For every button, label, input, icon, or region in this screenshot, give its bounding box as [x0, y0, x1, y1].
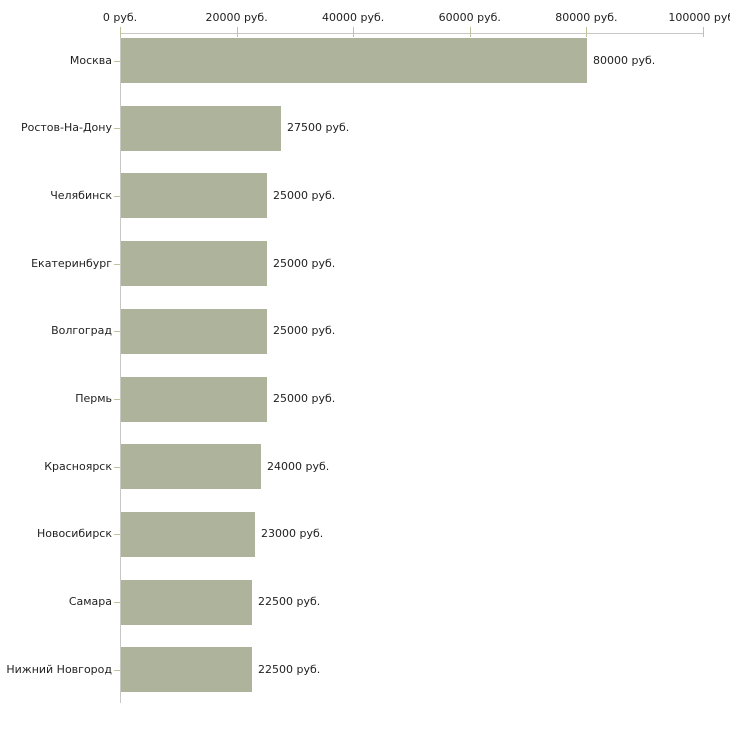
- y-tick: [114, 467, 120, 468]
- value-label: 22500 руб.: [258, 595, 321, 608]
- y-axis-line: [120, 33, 121, 703]
- x-tick: [586, 27, 587, 37]
- value-label: 80000 руб.: [593, 54, 656, 67]
- y-tick: [114, 602, 120, 603]
- x-tick-label: 0 руб.: [102, 11, 138, 24]
- value-label: 24000 руб.: [267, 460, 330, 473]
- y-tick: [114, 196, 120, 197]
- bar: [121, 106, 281, 151]
- category-label: Челябинск: [50, 189, 112, 202]
- value-label: 22500 руб.: [258, 663, 321, 676]
- x-tick-label: 100000 руб.: [668, 11, 730, 24]
- x-tick-label: 20000 руб.: [205, 11, 268, 24]
- x-tick-label: 80000 руб.: [555, 11, 618, 24]
- bar: [121, 309, 267, 354]
- value-label: 27500 руб.: [287, 121, 350, 134]
- bar: [121, 647, 252, 692]
- value-label: 25000 руб.: [273, 257, 336, 270]
- x-tick: [470, 27, 471, 37]
- x-tick: [353, 27, 354, 37]
- y-tick: [114, 399, 120, 400]
- x-axis-line: [120, 33, 703, 34]
- category-label: Красноярск: [44, 460, 112, 473]
- category-label: Самара: [68, 595, 112, 608]
- value-label: 25000 руб.: [273, 324, 336, 337]
- value-label: 25000 руб.: [273, 189, 336, 202]
- bar: [121, 444, 261, 489]
- x-tick: [703, 27, 704, 37]
- bar: [121, 512, 255, 557]
- x-tick-label: 60000 руб.: [438, 11, 501, 24]
- category-label: Екатеринбург: [31, 257, 112, 270]
- x-tick-label: 40000 руб.: [322, 11, 385, 24]
- y-tick: [114, 670, 120, 671]
- value-label: 23000 руб.: [261, 527, 324, 540]
- y-tick: [114, 61, 120, 62]
- category-label: Москва: [69, 54, 112, 67]
- y-tick: [114, 264, 120, 265]
- bar: [121, 38, 587, 83]
- bar: [121, 580, 252, 625]
- value-label: 25000 руб.: [273, 392, 336, 405]
- category-label: Волгоград: [51, 324, 112, 337]
- bar: [121, 241, 267, 286]
- x-tick: [237, 27, 238, 37]
- bar: [121, 173, 267, 218]
- y-tick: [114, 128, 120, 129]
- category-label: Нижний Новгород: [6, 663, 112, 676]
- category-label: Ростов-На-Дону: [20, 121, 112, 134]
- x-tick: [120, 27, 121, 37]
- category-label: Новосибирск: [36, 527, 112, 540]
- bar: [121, 377, 267, 422]
- y-tick: [114, 331, 120, 332]
- category-label: Пермь: [75, 392, 112, 405]
- y-tick: [114, 534, 120, 535]
